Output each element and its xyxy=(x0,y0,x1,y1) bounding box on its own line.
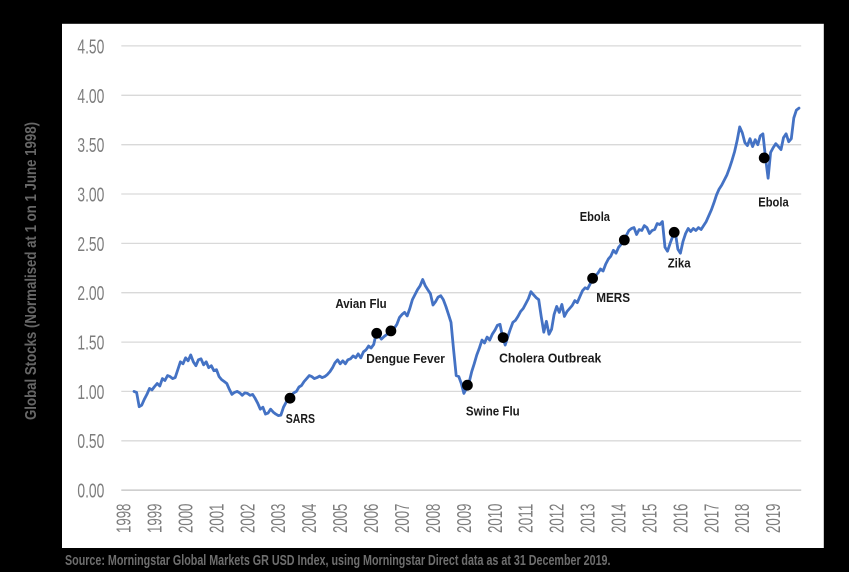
svg-text:1998: 1998 xyxy=(114,504,136,533)
svg-text:4.50: 4.50 xyxy=(77,36,104,58)
svg-text:1.50: 1.50 xyxy=(77,333,104,355)
svg-text:SARS: SARS xyxy=(286,411,315,426)
svg-text:1999: 1999 xyxy=(145,504,167,533)
svg-text:2.50: 2.50 xyxy=(77,234,104,256)
svg-text:2002: 2002 xyxy=(237,504,259,533)
svg-text:2000: 2000 xyxy=(176,504,198,533)
svg-text:2018: 2018 xyxy=(732,504,754,533)
svg-text:Dengue Fever: Dengue Fever xyxy=(366,351,445,366)
svg-text:Swine Flu: Swine Flu xyxy=(466,404,520,419)
svg-text:2001: 2001 xyxy=(206,504,228,533)
svg-text:Ebola: Ebola xyxy=(580,209,611,224)
svg-text:2017: 2017 xyxy=(701,504,723,533)
svg-text:0.00: 0.00 xyxy=(77,481,104,503)
svg-text:2010: 2010 xyxy=(485,504,507,533)
svg-text:2019: 2019 xyxy=(763,504,785,533)
svg-text:2008: 2008 xyxy=(423,504,445,533)
svg-text:2009: 2009 xyxy=(454,504,476,533)
svg-text:Cholera Outbreak: Cholera Outbreak xyxy=(499,351,602,366)
svg-text:4.00: 4.00 xyxy=(77,86,104,108)
svg-text:2007: 2007 xyxy=(392,504,414,533)
svg-text:Global Stocks (Normalised at 1: Global Stocks (Normalised at 1 on 1 June… xyxy=(23,122,40,420)
svg-text:2013: 2013 xyxy=(578,504,600,533)
svg-text:MERS: MERS xyxy=(596,290,630,305)
svg-text:1.00: 1.00 xyxy=(77,382,104,404)
svg-text:Ebola: Ebola xyxy=(758,195,789,210)
svg-text:Zika: Zika xyxy=(668,256,692,271)
svg-text:2005: 2005 xyxy=(330,504,352,533)
svg-text:2011: 2011 xyxy=(516,504,538,533)
svg-text:2016: 2016 xyxy=(670,504,692,533)
svg-text:2012: 2012 xyxy=(547,504,569,533)
svg-text:3.50: 3.50 xyxy=(77,135,104,157)
svg-text:2003: 2003 xyxy=(268,504,290,533)
svg-text:2004: 2004 xyxy=(299,504,321,533)
svg-text:2015: 2015 xyxy=(639,504,661,533)
svg-text:0.50: 0.50 xyxy=(77,431,104,453)
svg-text:2014: 2014 xyxy=(609,504,631,533)
svg-text:Source: Morningstar Global Mar: Source: Morningstar Global Markets GR US… xyxy=(65,553,611,569)
svg-text:2.00: 2.00 xyxy=(77,283,104,305)
svg-text:Avian Flu: Avian Flu xyxy=(335,296,386,311)
svg-text:2006: 2006 xyxy=(361,504,383,533)
svg-text:3.00: 3.00 xyxy=(77,185,104,207)
